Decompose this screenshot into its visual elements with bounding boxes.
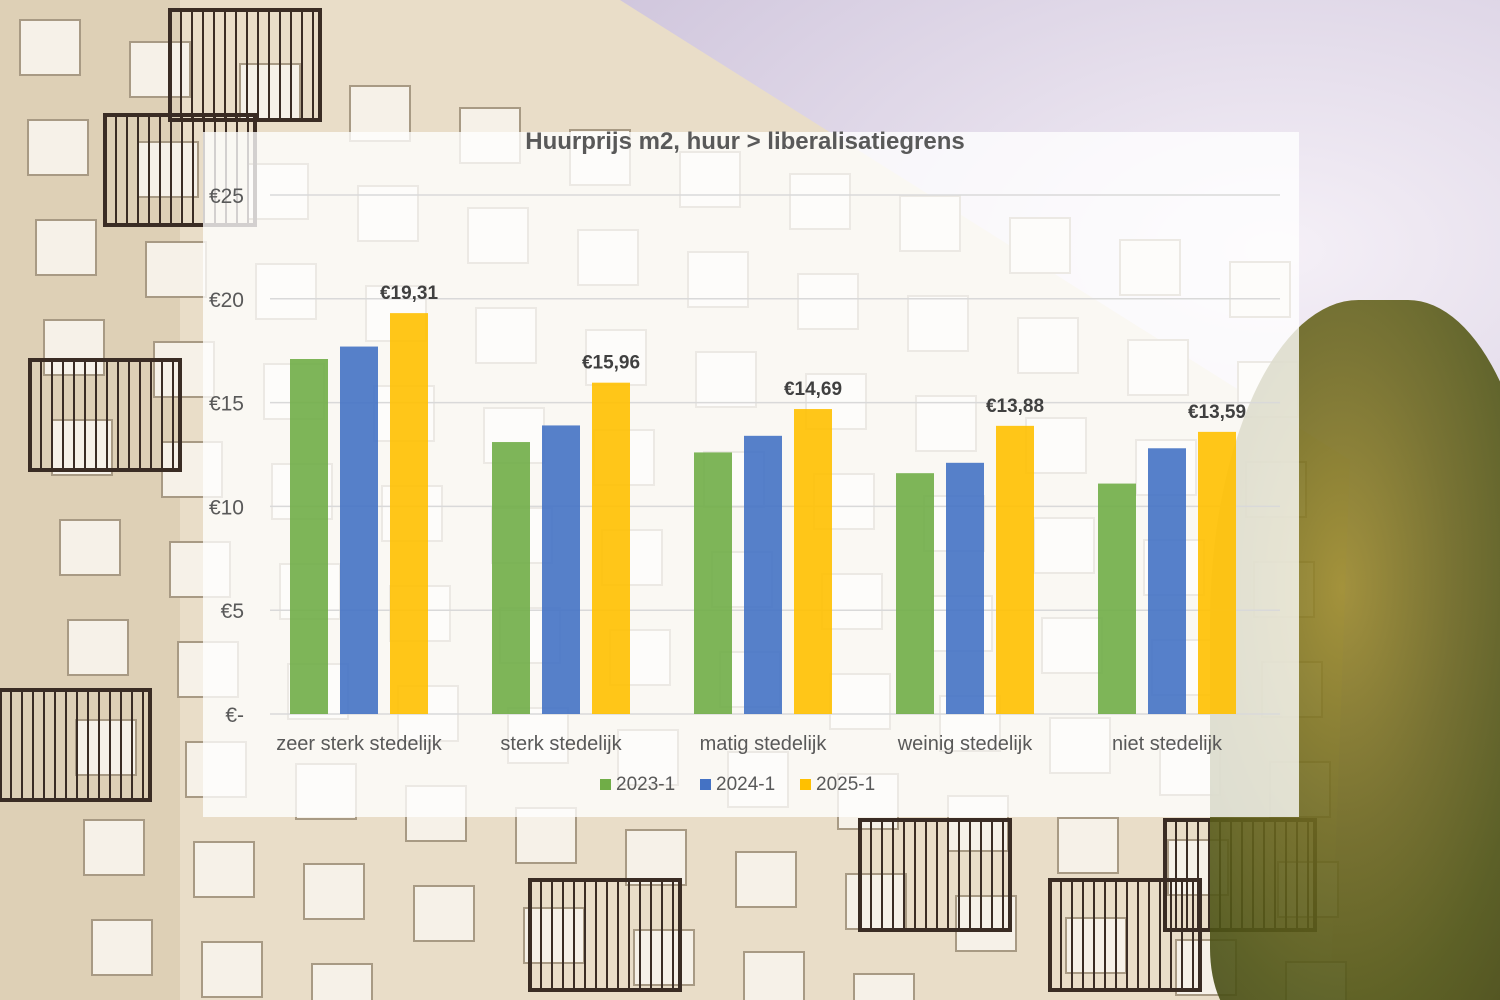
category-label: matig stedelijk — [700, 733, 828, 755]
y-tick-label: €5 — [221, 600, 244, 623]
bar-2024-1 — [744, 435, 782, 714]
building-window — [91, 919, 153, 976]
building-window — [145, 241, 207, 298]
building-window — [349, 85, 411, 142]
bar-2024-1 — [340, 346, 378, 714]
bar-2023-1 — [290, 359, 328, 714]
y-tick-label: €25 — [209, 185, 244, 208]
data-label: €13,59 — [1188, 402, 1246, 423]
building-balcony — [0, 688, 152, 802]
chart-title: Huurprijs m2, huur > liberalisatiegrens — [525, 128, 965, 155]
building-window — [35, 219, 97, 276]
bar-2024-1 — [946, 462, 984, 714]
bar-2023-1 — [492, 442, 530, 714]
bar-2025-1 — [592, 382, 630, 714]
building-window — [311, 963, 373, 1000]
building-window — [413, 885, 475, 942]
building-window — [735, 851, 797, 908]
y-tick-label: €- — [225, 704, 244, 727]
bar-2025-1 — [996, 425, 1034, 714]
data-label: €15,96 — [582, 353, 640, 374]
building-window — [27, 119, 89, 176]
building-window — [625, 829, 687, 886]
building-window — [515, 807, 577, 864]
building-window — [19, 19, 81, 76]
bar-2024-1 — [542, 425, 580, 714]
data-label: €13,88 — [986, 396, 1044, 417]
building-window — [193, 841, 255, 898]
category-label: niet stedelijk — [1112, 733, 1223, 755]
bar-2023-1 — [694, 452, 732, 714]
legend-label: 2025-1 — [816, 774, 875, 795]
legend-label: 2024-1 — [716, 774, 775, 795]
category-label: sterk stedelijk — [500, 733, 622, 755]
legend-swatch — [700, 779, 711, 790]
building-window — [1057, 817, 1119, 874]
bar-2023-1 — [896, 473, 934, 714]
bar-2023-1 — [1098, 483, 1136, 714]
building-window — [59, 519, 121, 576]
y-tick-label: €15 — [209, 393, 244, 416]
legend-label: 2023-1 — [616, 774, 675, 795]
y-tick-label: €20 — [209, 289, 244, 312]
building-window — [303, 863, 365, 920]
data-label: €14,69 — [784, 379, 842, 400]
legend-swatch — [600, 779, 611, 790]
legend-swatch — [800, 779, 811, 790]
data-label: €19,31 — [380, 283, 439, 304]
building-window — [955, 895, 1017, 952]
building-window — [201, 941, 263, 998]
category-label: zeer sterk stedelijk — [276, 733, 443, 755]
bar-2025-1 — [794, 409, 832, 714]
building-window — [743, 951, 805, 1000]
building-window — [83, 819, 145, 876]
category-label: weinig stedelijk — [897, 733, 1034, 755]
bar-2025-1 — [1198, 431, 1236, 714]
building-window — [633, 929, 695, 986]
building-window — [853, 973, 915, 1000]
bar-2024-1 — [1148, 448, 1186, 714]
y-tick-label: €10 — [209, 496, 244, 519]
bar-2025-1 — [390, 313, 428, 714]
building-window — [67, 619, 129, 676]
